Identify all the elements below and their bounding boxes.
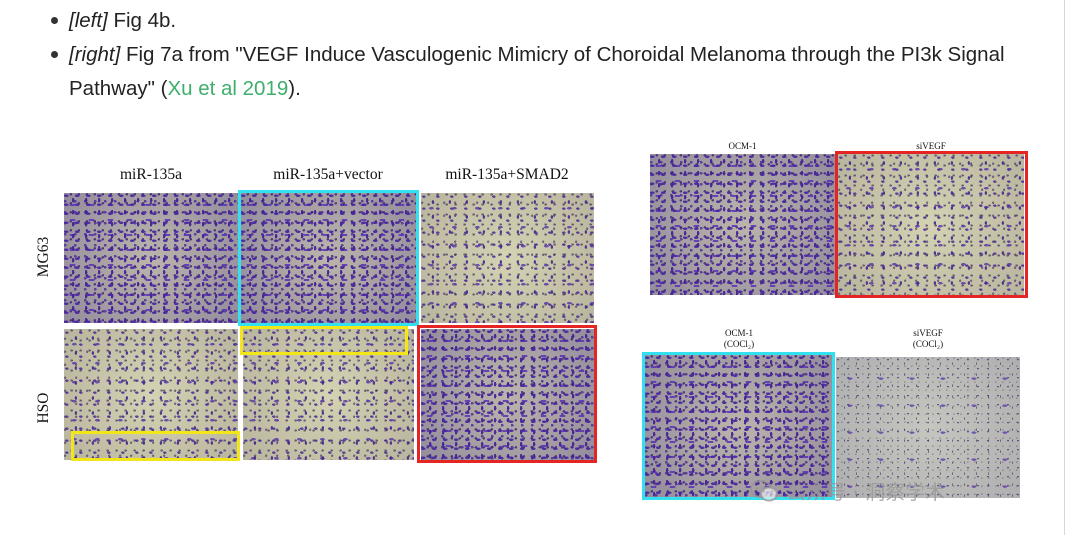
chat-bubble-icon [750, 479, 778, 503]
micrograph-ocm1-cocl2 [645, 355, 833, 498]
row-label-mg63: MG63 [35, 236, 52, 278]
label-ocm1: OCM-1 [728, 141, 757, 151]
micrograph-sivegf-cocl2 [836, 357, 1020, 498]
label-sivegf-cocl2: siVEGF (COCl₂) [836, 328, 1020, 350]
label-sivegf-cocl2-line2: (COCl₂) [912, 339, 944, 349]
micrograph-mg63-smad2 [421, 193, 594, 323]
citation-link[interactable]: Xu et al 2019 [167, 77, 289, 100]
label-ocm1-cocl2-line1: OCM-1 [724, 328, 753, 338]
row-label-hso: HSO [35, 392, 52, 424]
caption-left-text: Fig 4b. [107, 9, 177, 32]
watermark-text: 公众号 · 洞察学术 [786, 480, 946, 504]
caption-left: [left] Fig 4b. [48, 4, 1038, 38]
label-sivegf: siVEGF [916, 141, 946, 151]
micrograph-mg63-vector [241, 193, 416, 323]
page-edge-divider [1064, 0, 1065, 535]
caption-right-text: Fig 7a from "VEGF Induce Vasculogenic Mi… [69, 43, 1005, 100]
micrograph-ocm1 [650, 154, 835, 295]
column-label-mir135a: miR-135a [120, 166, 182, 183]
micrograph-hso-mir135a [64, 329, 238, 460]
label-ocm1-cocl2: OCM-1 (COCl₂) [643, 328, 835, 350]
label-sivegf-cocl2-line1: siVEGF [913, 328, 943, 338]
micrograph-mg63-mir135a [64, 193, 238, 323]
caption-right-end: ). [288, 77, 301, 100]
micrograph-hso-vector [243, 329, 414, 460]
caption-right: [right] Fig 7a from "VEGF Induce Vasculo… [48, 38, 1038, 106]
micrograph-hso-smad2 [421, 329, 594, 460]
column-label-mir135a-smad2: miR-135a+SMAD2 [445, 166, 569, 183]
caption-list: [left] Fig 4b. [right] Fig 7a from "VEGF… [48, 4, 1038, 106]
column-label-mir135a-vector: miR-135a+vector [273, 166, 383, 183]
caption-right-tag: [right] [69, 43, 121, 66]
caption-left-tag: [left] [69, 9, 108, 32]
label-ocm1-cocl2-line2: (COCl₂) [723, 339, 755, 349]
watermark: 公众号 · 洞察学术 [750, 476, 945, 505]
micrograph-sivegf [838, 154, 1024, 295]
